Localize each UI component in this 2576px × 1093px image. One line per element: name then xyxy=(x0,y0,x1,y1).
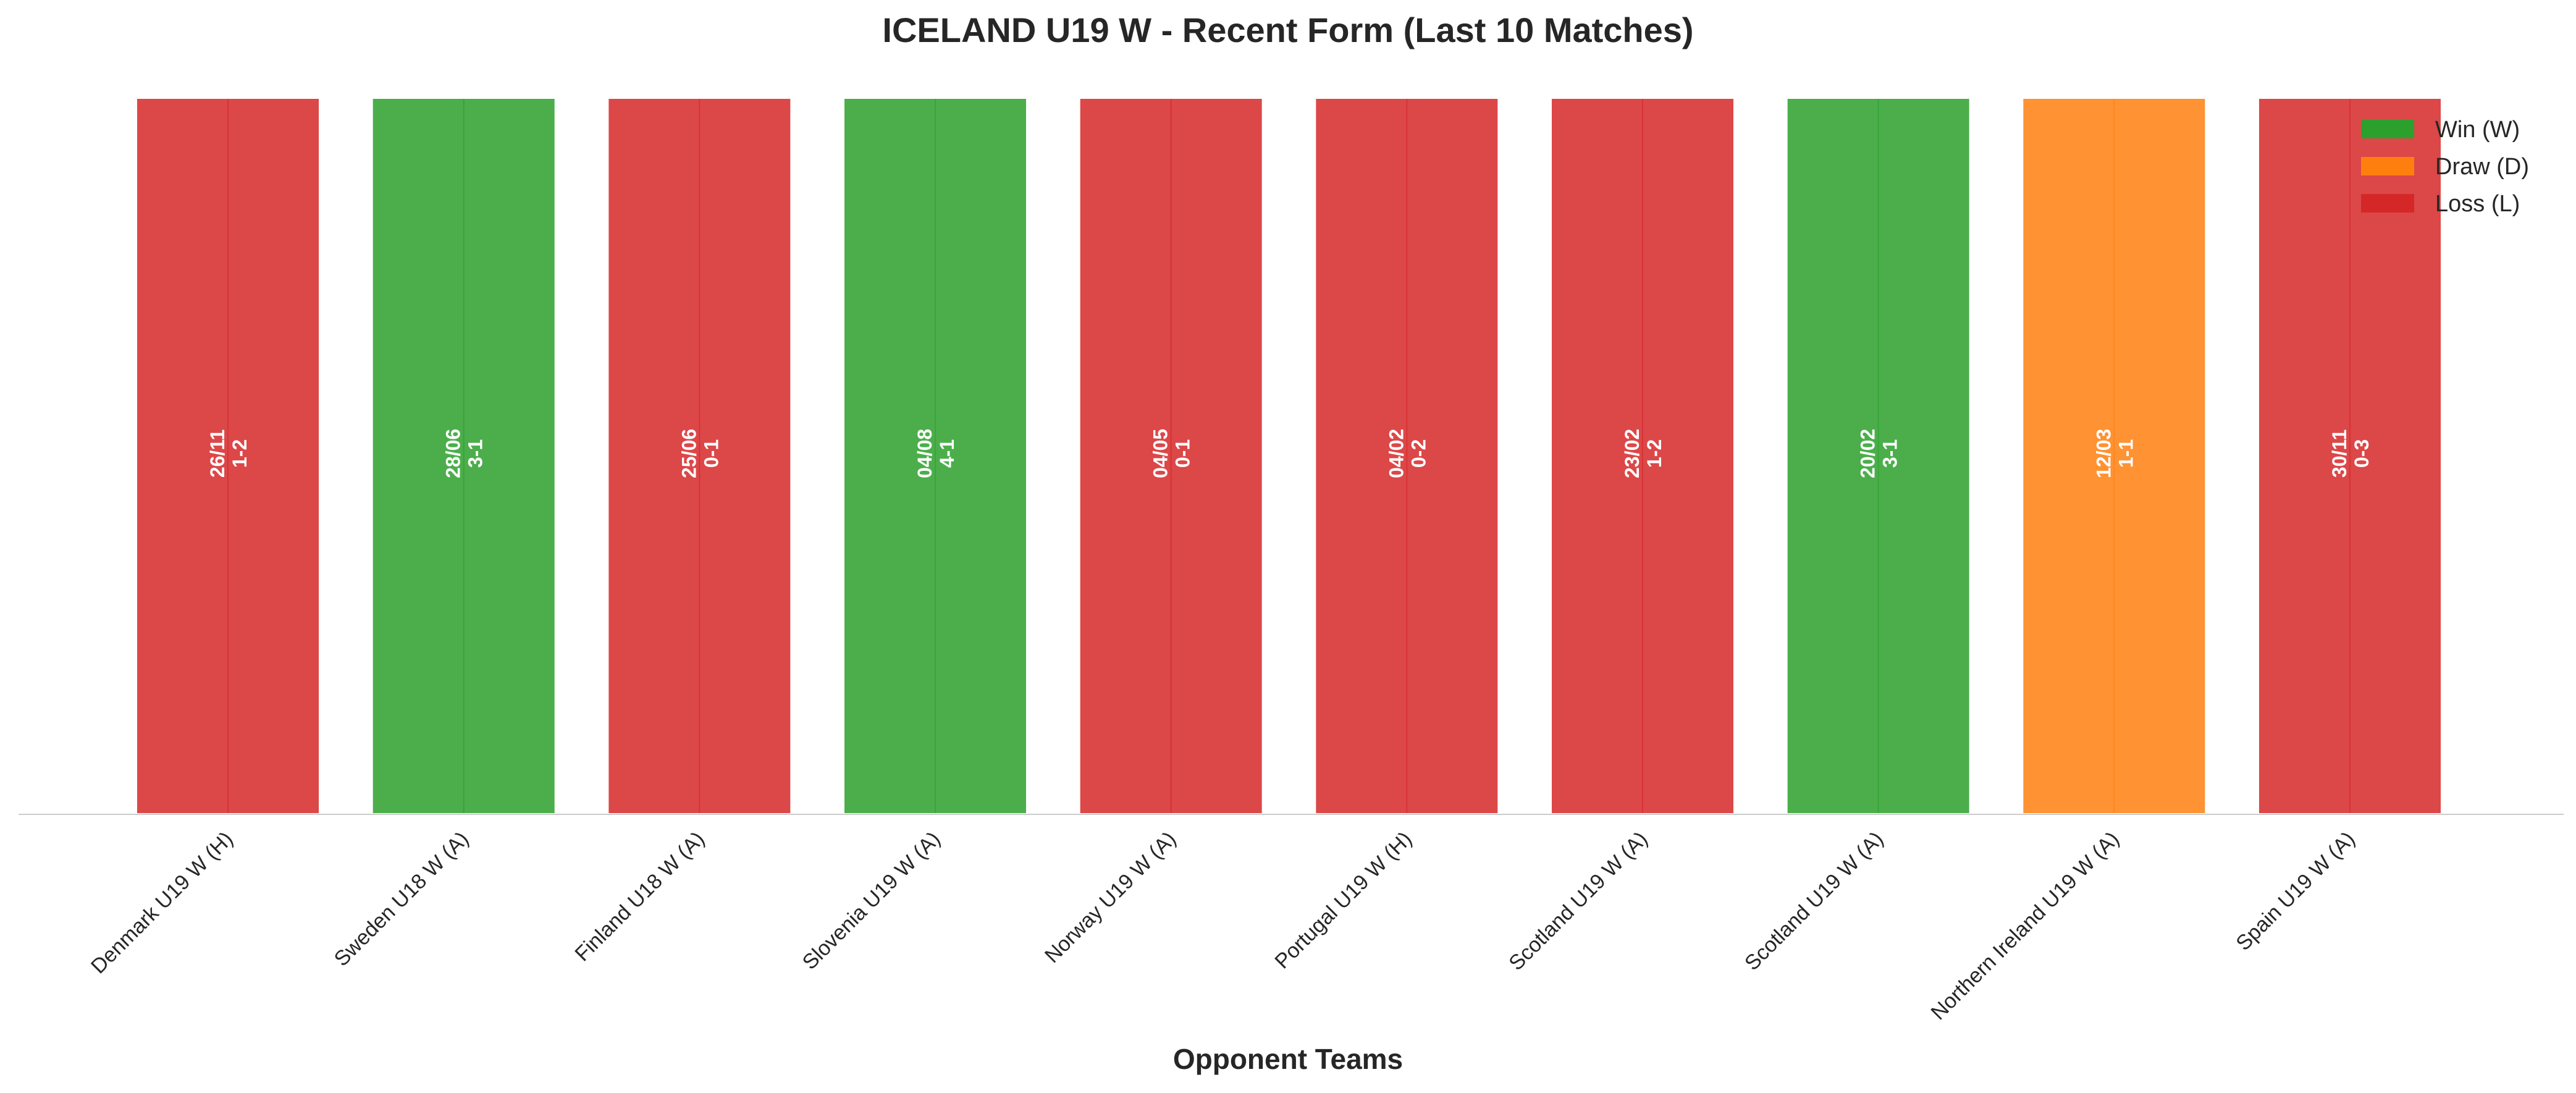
bar-date-2: 28/06 xyxy=(442,429,465,478)
x-tick-label-8: Scotland U19 W (A) xyxy=(1740,827,1888,975)
chart-title: ICELAND U19 W - Recent Form (Last 10 Mat… xyxy=(882,11,1693,49)
bar-label-4: 04/084-1 xyxy=(914,429,958,478)
legend-swatch-l xyxy=(2361,194,2414,213)
bar-score-1: 1-2 xyxy=(229,439,251,468)
bar-label-1: 26/111-2 xyxy=(206,429,251,478)
x-tick-label-1: Denmark U19 W (H) xyxy=(86,827,238,979)
bar-score-9: 1-1 xyxy=(2115,439,2137,468)
bar-label-8: 20/023-1 xyxy=(1857,429,1901,478)
bar-labels-group: 26/111-2 28/063-1 25/060-1 04/084-1 04/050-1… xyxy=(206,429,2373,478)
legend-label-d: Draw (D) xyxy=(2435,154,2529,180)
bar-score-6: 0-2 xyxy=(1407,439,1429,468)
bar-label-5: 04/050-1 xyxy=(1150,429,1194,478)
x-tick-label-3: Finland U18 W (A) xyxy=(570,827,709,966)
bars-group xyxy=(135,96,2443,816)
bar-label-6: 04/020-2 xyxy=(1385,429,1429,478)
x-tick-labels: Denmark U19 W (H) Sweden U18 W (A) Finland… xyxy=(86,827,2360,1024)
bar-date-6: 04/02 xyxy=(1385,429,1407,478)
x-tick-label-7: Scotland U19 W (A) xyxy=(1504,827,1652,975)
bar-score-7: 1-2 xyxy=(1643,439,1665,468)
bar-date-1: 26/11 xyxy=(206,429,229,478)
legend: Win (W) Draw (D) Loss (L) xyxy=(2361,117,2529,217)
bar-label-2: 28/063-1 xyxy=(442,429,487,478)
bar-score-5: 0-1 xyxy=(1172,439,1194,468)
x-tick-label-5: Norway U19 W (A) xyxy=(1040,827,1181,968)
bar-score-2: 3-1 xyxy=(465,439,487,468)
bar-label-9: 12/031-1 xyxy=(2092,429,2137,478)
x-tick-label-4: Slovenia U19 W (A) xyxy=(798,827,945,974)
bar-date-4: 04/08 xyxy=(914,429,936,478)
bar-score-8: 3-1 xyxy=(1879,439,1901,468)
legend-label-w: Win (W) xyxy=(2435,117,2520,143)
bar-date-5: 04/05 xyxy=(1150,429,1172,478)
bar-score-10: 0-3 xyxy=(2351,439,2373,468)
bar-date-8: 20/02 xyxy=(1857,429,1879,478)
legend-swatch-d xyxy=(2361,157,2414,175)
x-tick-label-10: Spain U19 W (A) xyxy=(2231,827,2359,955)
bar-label-3: 25/060-1 xyxy=(678,429,722,478)
x-tick-label-2: Sweden U18 W (A) xyxy=(330,827,474,971)
legend-swatch-w xyxy=(2361,120,2414,138)
bar-date-9: 12/03 xyxy=(2092,429,2115,478)
bar-date-7: 23/02 xyxy=(1621,429,1643,478)
bar-label-10: 30/110-3 xyxy=(2328,429,2373,478)
x-tick-label-9: Northern Ireland U19 W (A) xyxy=(1927,827,2124,1024)
bar-label-7: 23/021-2 xyxy=(1621,429,1665,478)
bar-score-3: 0-1 xyxy=(700,439,722,468)
x-axis-label: Opponent Teams xyxy=(1173,1043,1403,1075)
x-tick-label-6: Portugal U19 W (H) xyxy=(1270,827,1416,974)
bar-date-3: 25/06 xyxy=(678,429,700,478)
bar-score-4: 4-1 xyxy=(936,439,958,468)
bar-date-10: 30/11 xyxy=(2328,429,2351,478)
legend-label-l: Loss (L) xyxy=(2435,191,2520,217)
